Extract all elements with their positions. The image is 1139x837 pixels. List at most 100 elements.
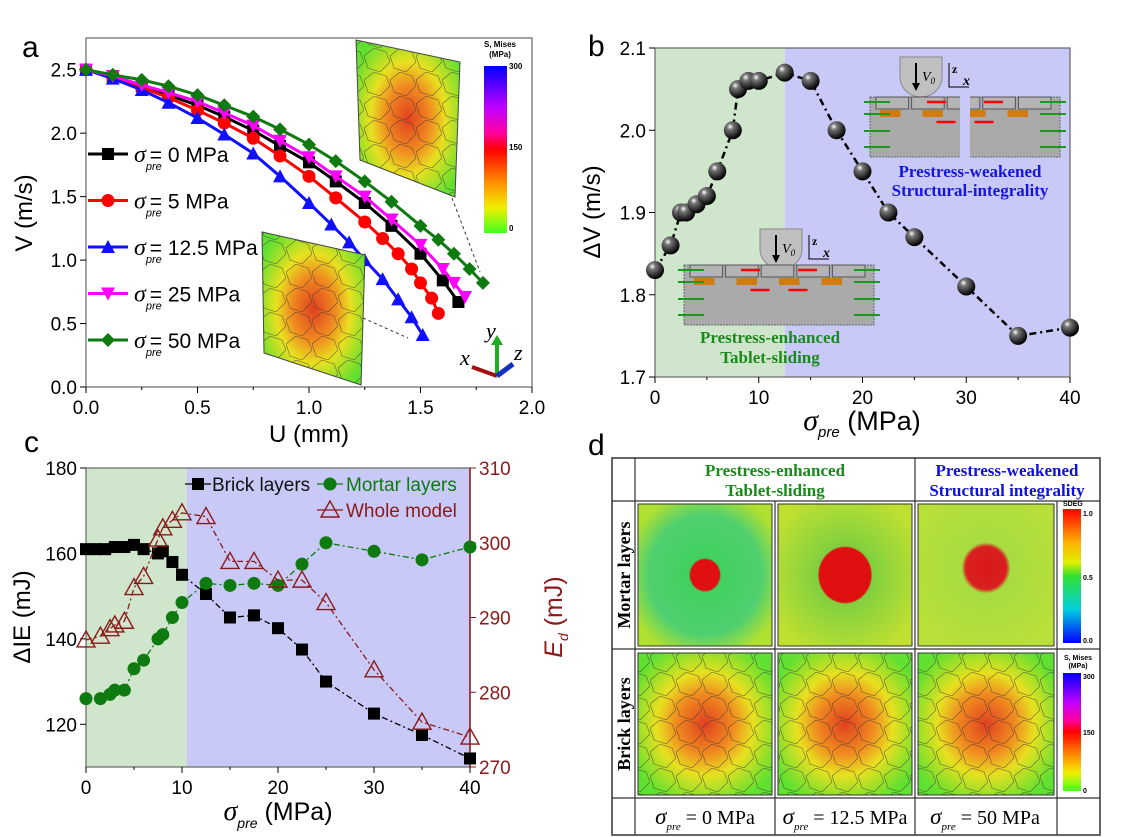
data-point xyxy=(137,543,150,556)
data-point xyxy=(302,137,316,152)
sdeg-colorbar xyxy=(1063,509,1081,643)
fem-mesh-overlay xyxy=(356,40,460,197)
colorbar-label: 150 xyxy=(1083,730,1095,737)
colorbar-title: SDEG xyxy=(1063,501,1083,508)
x-tick-label: 2.0 xyxy=(519,398,545,419)
data-point xyxy=(165,611,179,624)
x-tick-label: 0 xyxy=(81,778,92,799)
series-4 xyxy=(79,62,490,290)
legend-marker xyxy=(101,287,115,301)
y2-axis-label: Ed (mJ) xyxy=(540,576,571,657)
data-point xyxy=(376,232,390,246)
data-point xyxy=(118,541,131,554)
data-point xyxy=(411,711,433,730)
data-point xyxy=(368,707,380,720)
data-point xyxy=(324,217,339,231)
data-point xyxy=(302,151,316,165)
y-tick-label: 1.0 xyxy=(51,251,77,272)
data-point xyxy=(219,551,241,570)
x-axis-label: U (mm) xyxy=(269,421,349,448)
data-point xyxy=(171,502,193,521)
data-point xyxy=(79,692,93,706)
data-point xyxy=(775,63,794,82)
data-point xyxy=(248,609,260,622)
column-header: Prestress-enhanced xyxy=(705,461,846,480)
data-point xyxy=(200,588,212,601)
y-axis-label: ΔIE (mJ) xyxy=(9,570,36,663)
data-point xyxy=(104,614,125,633)
legend-marker xyxy=(101,333,115,347)
colorbar-label: 0.0 xyxy=(1083,638,1093,645)
colorbar-label: 150 xyxy=(509,143,523,152)
x-tick-label: 10 xyxy=(748,388,769,409)
legend-entry: σpre= 25 MPa xyxy=(88,282,241,313)
data-point xyxy=(128,538,140,551)
x-tick-label: 30 xyxy=(363,778,384,799)
data-point xyxy=(166,555,179,568)
colorbar-unit: (MPa) xyxy=(1068,663,1087,670)
y-tick-label: 0.5 xyxy=(51,315,77,336)
data-point xyxy=(217,106,232,120)
data-point xyxy=(329,191,343,205)
series-0 xyxy=(646,63,1079,345)
data-point xyxy=(342,235,357,249)
y-tick-label: 1.7 xyxy=(620,368,646,389)
leader-line xyxy=(362,317,409,339)
data-point xyxy=(295,557,309,571)
data-point xyxy=(853,162,872,181)
data-point xyxy=(357,190,372,204)
data-point xyxy=(414,276,427,290)
legend-label: σpre= 25 MPa xyxy=(134,282,241,313)
column-header: Structural integrality xyxy=(929,481,1085,500)
data-point xyxy=(458,290,473,304)
triad-x-label: x xyxy=(459,345,470,370)
y-tick-label: 0.0 xyxy=(51,378,77,399)
data-point xyxy=(452,295,465,308)
data-point xyxy=(267,569,289,588)
y-tick-label: 140 xyxy=(45,630,77,651)
mortar-damage-image xyxy=(917,503,1055,647)
data-point xyxy=(137,653,151,667)
colorbar-label: 300 xyxy=(1083,674,1095,681)
data-point xyxy=(320,675,332,688)
data-point xyxy=(413,218,428,233)
data-point xyxy=(801,71,820,90)
data-point xyxy=(827,121,846,140)
colorbar-unit: (MPa) xyxy=(489,50,511,59)
enhanced-label: Tablet-sliding xyxy=(720,348,820,367)
y-tick-label: 180 xyxy=(45,459,77,480)
colorbar-label: 0 xyxy=(1083,788,1087,795)
data-point xyxy=(99,618,121,637)
data-point xyxy=(661,236,680,255)
data-point xyxy=(246,119,261,133)
series-2 xyxy=(75,502,481,745)
weakened-label: Structural-integrality xyxy=(892,181,1049,200)
data-point xyxy=(319,536,333,550)
legend-label: Whole model xyxy=(346,501,457,522)
axis-triad-icon: xyz xyxy=(459,318,523,378)
y-tick-label: 2.1 xyxy=(620,39,646,60)
y-tick-label: 1.8 xyxy=(620,286,646,307)
data-point xyxy=(905,228,924,247)
data-point xyxy=(404,310,419,324)
data-point xyxy=(190,88,205,103)
legend-label: Mortar layers xyxy=(346,475,457,496)
data-point xyxy=(464,752,476,765)
legend-entry: σpre= 5 MPa xyxy=(88,189,229,220)
colorbar-label: 0 xyxy=(509,224,514,233)
legend-label: σpre= 50 MPa xyxy=(134,328,241,359)
row-label: Brick layers xyxy=(614,677,634,770)
data-point xyxy=(79,62,93,77)
weakened-label: Prestress-weakened xyxy=(899,162,1042,181)
data-point xyxy=(217,127,232,141)
data-point xyxy=(273,169,288,183)
series-line xyxy=(85,68,467,298)
data-point xyxy=(105,67,120,82)
data-point xyxy=(89,543,102,556)
data-point xyxy=(75,629,97,648)
data-point xyxy=(108,683,122,697)
data-point xyxy=(217,98,232,113)
data-point xyxy=(431,306,445,320)
chart-panel-a: 0.0 0.5 1.0 1.5 2.0 0.0 0.5 1.0 1.5 2.0 2.5 U (mm) V… xyxy=(11,37,545,448)
